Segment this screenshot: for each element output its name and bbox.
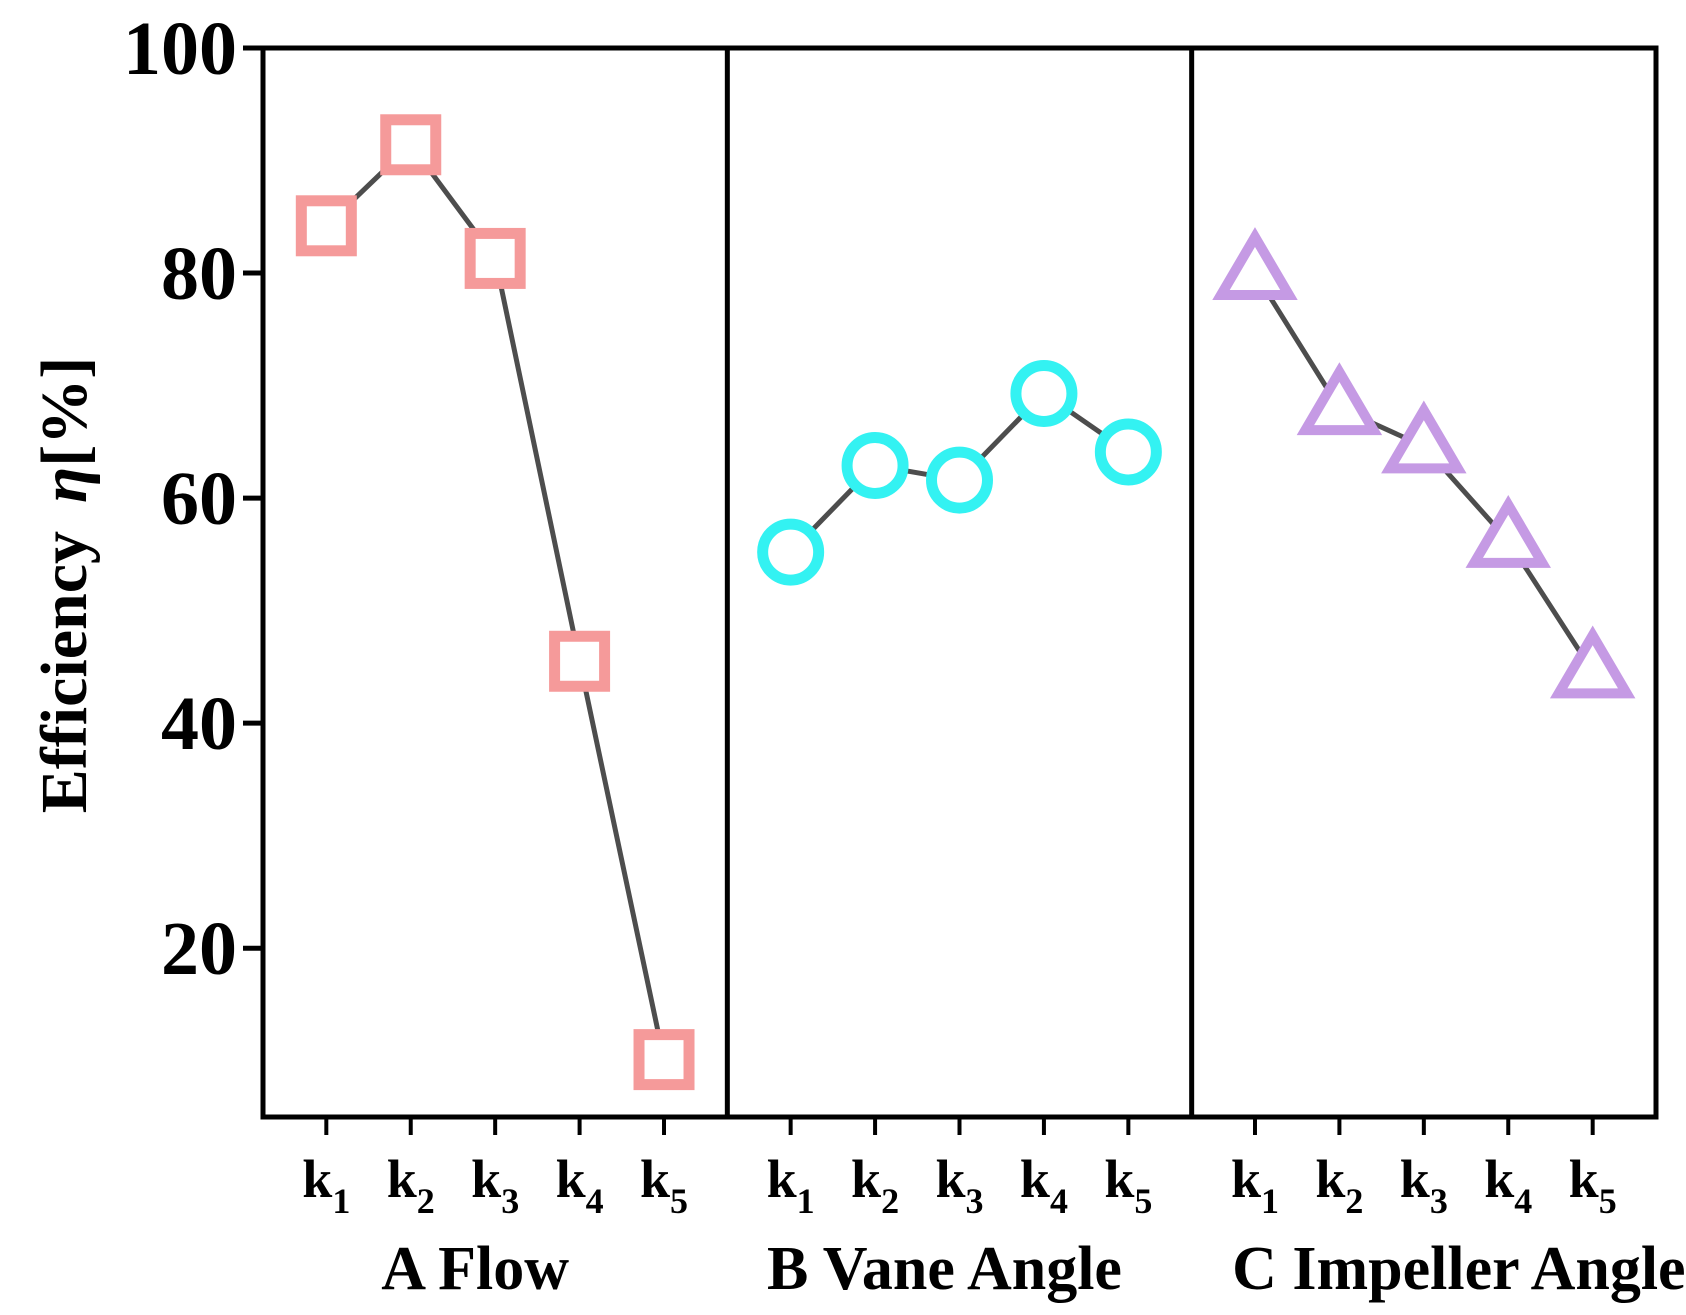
x-tick-label-base: k xyxy=(556,1149,586,1209)
panel-1: k1 k2 k3 k4 k5A Flow xyxy=(295,114,695,1303)
x-tick-label-base: k xyxy=(767,1149,797,1209)
data-point-circle xyxy=(757,518,825,586)
y-tick-label: 40 xyxy=(161,682,237,766)
data-point-square xyxy=(549,630,611,692)
x-tick-label: k2 xyxy=(387,1149,435,1221)
y-axis-ticks: 20 40 60 80 100 xyxy=(123,7,263,991)
x-tick-label: k1 xyxy=(1231,1149,1279,1221)
data-point-circle xyxy=(1010,359,1078,427)
data-point-triangle xyxy=(1212,227,1298,301)
x-tick-label: k1 xyxy=(302,1149,350,1221)
x-tick-label-base: k xyxy=(471,1149,501,1209)
x-tick-label-sub: 4 xyxy=(586,1181,604,1221)
x-tick-label-sub: 3 xyxy=(966,1181,984,1221)
data-point-triangle xyxy=(1296,362,1383,436)
x-tick-label: k2 xyxy=(1315,1149,1363,1221)
data-point-triangle xyxy=(1465,494,1551,568)
x-tick-label-sub: 5 xyxy=(670,1181,688,1221)
x-tick-label-sub: 2 xyxy=(1345,1181,1363,1221)
x-tick-label-base: k xyxy=(1484,1149,1514,1209)
y-axis-label-symbol: η xyxy=(28,467,101,503)
x-tick-label-base: k xyxy=(1104,1149,1134,1209)
x-tick-label-base: k xyxy=(387,1149,417,1209)
x-tick-label: k4 xyxy=(1484,1149,1532,1221)
y-tick-label: 60 xyxy=(161,457,237,541)
x-tick-label: k5 xyxy=(1104,1149,1152,1221)
plot-frame xyxy=(260,45,1659,1120)
data-point-square xyxy=(633,1029,695,1091)
data-point-square xyxy=(464,227,526,289)
x-tick-label-base: k xyxy=(1231,1149,1261,1209)
y-axis-label-unit: [%] xyxy=(28,357,101,467)
x-tick-label: k4 xyxy=(556,1149,604,1221)
x-tick-label-sub: 1 xyxy=(797,1181,815,1221)
x-tick-label-sub: 1 xyxy=(1261,1181,1279,1221)
group-label: A Flow xyxy=(381,1235,569,1303)
x-tick-label: k3 xyxy=(935,1149,983,1221)
x-tick-label-base: k xyxy=(1569,1149,1599,1209)
data-point-triangle xyxy=(1549,625,1636,699)
x-tick-label-sub: 3 xyxy=(501,1181,519,1221)
x-tick-label: k1 xyxy=(767,1149,815,1221)
x-tick-label-base: k xyxy=(1020,1149,1050,1209)
y-axis-label: Efficiency η[%] xyxy=(28,357,101,813)
data-point-circle xyxy=(841,431,909,499)
data-point-circle xyxy=(1094,418,1162,486)
x-tick-label: k2 xyxy=(851,1149,899,1221)
panel-2: k1 k2 k3 k4 k5B Vane Angle xyxy=(724,48,1162,1303)
group-label: B Vane Angle xyxy=(767,1235,1122,1303)
x-tick-label-sub: 4 xyxy=(1050,1181,1068,1221)
x-tick-label-sub: 2 xyxy=(881,1181,899,1221)
x-tick-label: k5 xyxy=(1569,1149,1617,1221)
y-axis-label-text: Efficiency xyxy=(28,531,101,813)
x-tick-label: k3 xyxy=(1400,1149,1448,1221)
data-point-square xyxy=(295,195,357,257)
x-tick-label: k5 xyxy=(640,1149,688,1221)
x-tick-label-sub: 2 xyxy=(417,1181,435,1221)
x-tick-label-sub: 3 xyxy=(1430,1181,1448,1221)
x-tick-label-base: k xyxy=(1315,1149,1345,1209)
x-tick-label-sub: 4 xyxy=(1514,1181,1532,1221)
x-tick-label-base: k xyxy=(935,1149,965,1209)
x-tick-label-base: k xyxy=(640,1149,670,1209)
data-point-square xyxy=(380,114,442,176)
x-tick-label: k3 xyxy=(471,1149,519,1221)
x-tick-label-base: k xyxy=(851,1149,881,1209)
group-label: C Impeller Angle xyxy=(1232,1235,1686,1303)
y-tick-label: 80 xyxy=(161,232,237,316)
y-tick-label: 20 xyxy=(161,907,237,991)
data-point-circle xyxy=(926,446,993,514)
y-tick-label: 100 xyxy=(123,7,237,91)
x-tick-label-base: k xyxy=(1400,1149,1430,1209)
x-tick-label-sub: 5 xyxy=(1134,1181,1152,1221)
x-tick-label-sub: 5 xyxy=(1599,1181,1617,1221)
x-tick-label-base: k xyxy=(302,1149,332,1209)
panel-3: k1 k2 k3 k4 k5C Impeller Angle xyxy=(1189,48,1686,1303)
x-tick-label-sub: 1 xyxy=(332,1181,350,1221)
x-tick-label: k4 xyxy=(1020,1149,1068,1221)
data-point-triangle xyxy=(1381,400,1467,474)
